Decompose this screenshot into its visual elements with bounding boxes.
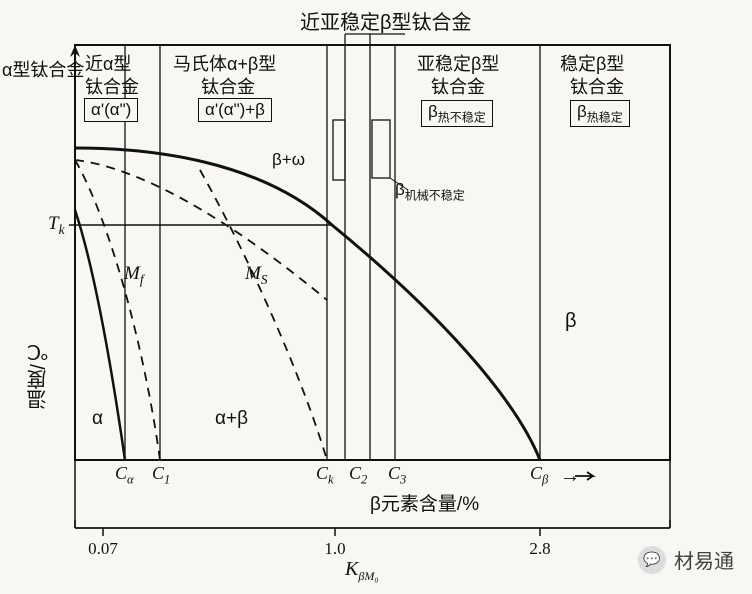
box5: β热稳定 — [570, 100, 630, 127]
col5-l2: 钛合金 — [570, 73, 624, 99]
box2: α'(α")+β — [198, 98, 272, 122]
xa-C2: C2 — [349, 463, 367, 488]
xa-Cb: Cβ — [530, 463, 548, 488]
beta-omega-label: β+ω — [272, 150, 305, 170]
watermark-text: 材易通 — [674, 545, 734, 574]
beta-mech-label: β机械不稳定 — [395, 180, 465, 203]
xa-C3: C3 — [388, 463, 406, 488]
chart-title: 近亚稳定β型钛合金 — [300, 6, 472, 35]
speech-icon: 💬 — [638, 546, 666, 574]
xa-arrow: → — [560, 465, 578, 488]
xa-Ck: Ck — [316, 463, 334, 488]
svg-text:2.8: 2.8 — [529, 539, 550, 558]
alpha-region: α — [92, 408, 103, 430]
tk-label: Tk — [48, 213, 64, 238]
k-scale-label: KβM₀ — [345, 558, 379, 584]
box4: β热不稳定 — [421, 100, 493, 127]
col4-l2: 钛合金 — [431, 73, 485, 99]
y-axis-label: 温度/℃ — [24, 340, 53, 410]
box1: α'(α") — [84, 98, 138, 122]
watermark: 💬 材易通 — [638, 545, 734, 574]
x-axis-label: β元素含量/% — [370, 489, 479, 516]
col1-l2: 钛合金 — [85, 73, 139, 99]
ms-label: MS — [245, 263, 267, 288]
xa-C1: C1 — [152, 463, 170, 488]
svg-text:0.07: 0.07 — [88, 539, 118, 558]
beta-region: β — [565, 310, 577, 333]
mf-label: Mf — [124, 263, 144, 288]
svg-text:1.0: 1.0 — [324, 539, 345, 558]
alpha-beta-region: α+β — [215, 408, 248, 430]
col-alpha-label: α型钛合金 — [2, 56, 72, 82]
xa-Ca: Cα — [115, 463, 134, 488]
col2-l2: 钛合金 — [201, 73, 255, 99]
